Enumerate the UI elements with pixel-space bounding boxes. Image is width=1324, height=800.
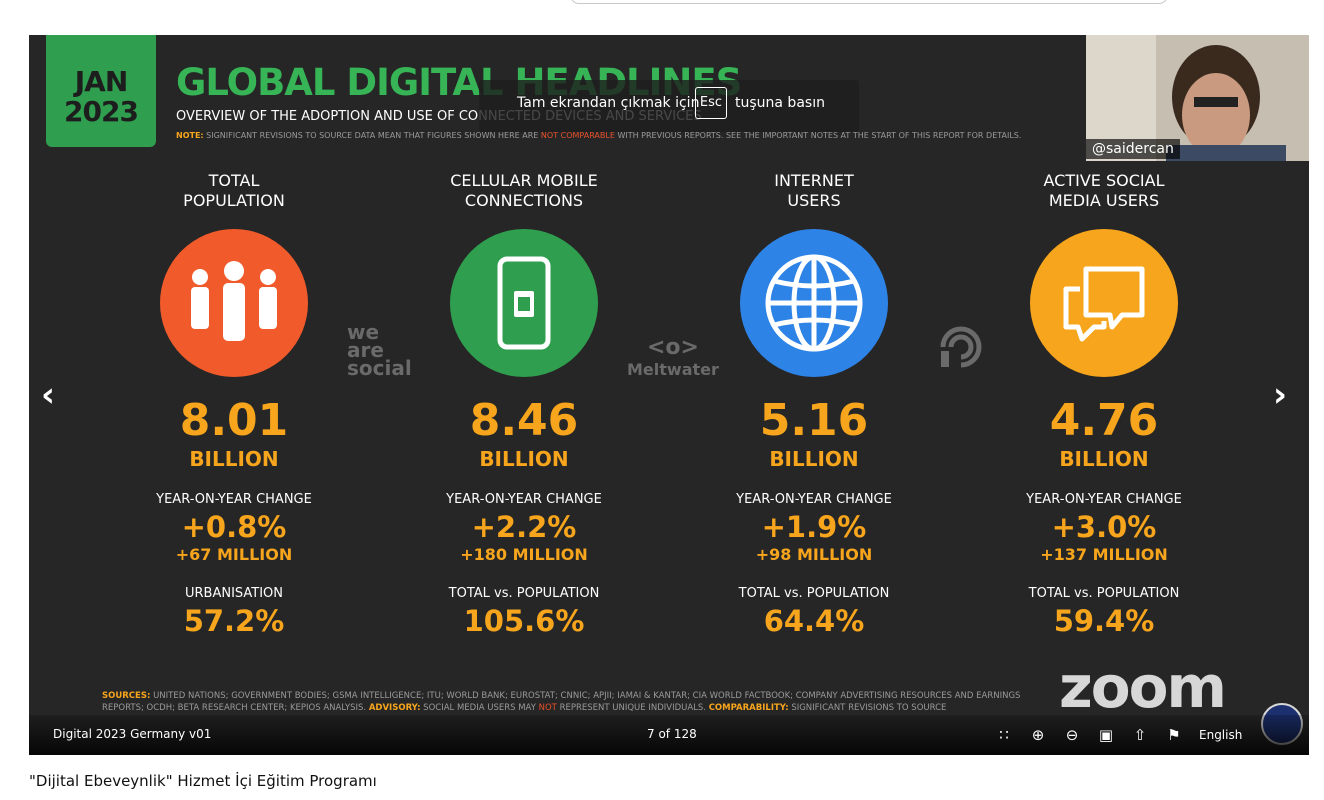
third-value: 57.2% — [183, 604, 285, 638]
page-caption: "Dijital Ebeveynlik" Hizmet İçi Eğitim P… — [29, 772, 377, 790]
yoy-label: YEAR-ON-YEAR CHANGE — [446, 492, 602, 507]
viewer-tools: ∷ ⊕ ⊖ ▣ ⇧ ⚑ — [991, 724, 1195, 746]
flag-icon[interactable]: ⚑ — [1167, 726, 1181, 744]
datareportal-logo-icon — [937, 323, 985, 375]
toast-text-after: tuşuna basın — [735, 95, 825, 111]
stat-label: ACTIVE SOCIAL MEDIA USERS — [1043, 171, 1165, 210]
stat-value: 5.16 — [759, 395, 869, 446]
third-label: TOTAL vs. POPULATION — [448, 586, 600, 601]
yoy-label: YEAR-ON-YEAR CHANGE — [156, 492, 312, 507]
date-badge: JAN 2023 — [46, 35, 156, 147]
third-value: 105.6% — [463, 604, 585, 638]
browser-address-bar[interactable] — [570, 0, 1168, 4]
stat-unit: BILLION — [769, 447, 859, 471]
stat-label: INTERNET USERS — [774, 171, 854, 210]
stat-value: 8.01 — [179, 395, 289, 446]
stat-unit: BILLION — [189, 447, 279, 471]
yoy-absolute: +98 MILLION — [755, 545, 873, 564]
third-value: 64.4% — [763, 604, 865, 638]
people-icon — [160, 229, 308, 377]
stat-column-mobile: CELLULAR MOBILE CONNECTIONS 8.46 BILLION … — [414, 171, 634, 639]
stat-unit: BILLION — [479, 447, 569, 471]
esc-key-badge: Esc — [695, 87, 727, 119]
yoy-percent: +2.2% — [471, 510, 577, 544]
yoy-percent: +0.8% — [181, 510, 287, 544]
participant-name: @saidercan — [1086, 139, 1180, 159]
slide-note: NOTE: SIGNIFICANT REVISIONS TO SOURCE DA… — [176, 131, 1021, 140]
yoy-percent: +3.0% — [1051, 510, 1157, 544]
stat-unit: BILLION — [1059, 447, 1149, 471]
third-label: TOTAL vs. POPULATION — [738, 586, 890, 601]
we-are-social-logo: we are social — [347, 320, 412, 380]
next-slide-arrow-icon[interactable]: › — [1273, 375, 1288, 415]
mobile-sim-icon — [450, 229, 598, 377]
fit-page-icon[interactable]: ▣ — [1098, 726, 1114, 744]
participant-video-tile[interactable]: @saidercan — [1086, 35, 1309, 161]
stat-column-population: TOTAL POPULATION 8.01 BILLION YEAR-ON-YEA… — [124, 171, 344, 639]
yoy-absolute: +180 MILLION — [460, 545, 588, 564]
stat-label: TOTAL POPULATION — [183, 171, 285, 210]
note-text-b: WITH PREVIOUS REPORTS. SEE THE IMPORTANT… — [617, 131, 1022, 140]
meltwater-logo: <o> Meltwater — [627, 335, 719, 379]
fullscreen-exit-toast: Tam ekrandan çıkmak için Esc tuşuna bası… — [479, 80, 859, 132]
third-value: 59.4% — [1053, 604, 1155, 638]
page-indicator: 7 of 128 — [647, 727, 697, 741]
yoy-percent: +1.9% — [761, 510, 867, 544]
toast-text: Tam ekrandan çıkmak için — [517, 95, 700, 111]
third-label: TOTAL vs. POPULATION — [1028, 586, 1180, 601]
previous-slide-arrow-icon[interactable]: ‹ — [41, 375, 56, 415]
date-year: 2023 — [64, 95, 139, 128]
viewer-control-bar: Digital 2023 Germany v01 7 of 128 ∷ ⊕ ⊖ ▣ ⇧ ⚑… — [29, 715, 1309, 755]
grid-icon[interactable]: ∷ — [999, 726, 1009, 744]
date-month: JAN — [74, 65, 129, 98]
yoy-label: YEAR-ON-YEAR CHANGE — [736, 492, 892, 507]
note-highlight: NOT COMPARABLE — [540, 131, 615, 140]
globe-icon — [740, 229, 888, 377]
yoy-absolute: +67 MILLION — [175, 545, 293, 564]
document-title: Digital 2023 Germany v01 — [53, 727, 212, 741]
sources-footnote: SOURCES: UNITED NATIONS; GOVERNMENT BODI… — [102, 691, 1021, 713]
note-label: NOTE: — [176, 131, 204, 140]
yoy-label: YEAR-ON-YEAR CHANGE — [1026, 492, 1182, 507]
zoom-watermark: zoom — [1059, 653, 1227, 721]
stat-column-social: ACTIVE SOCIAL MEDIA USERS 4.76 BILLION YE… — [994, 171, 1214, 639]
stat-column-internet: INTERNET USERS 5.16 BILLION YEAR-ON-YEAR … — [704, 171, 924, 639]
language-selector[interactable]: English — [1199, 728, 1243, 742]
third-label: URBANISATION — [184, 586, 284, 601]
stat-value: 8.46 — [469, 395, 579, 446]
stat-value: 4.76 — [1049, 395, 1159, 446]
zoom-in-icon[interactable]: ⊕ — [1031, 726, 1045, 744]
note-text: SIGNIFICANT REVISIONS TO SOURCE DATA MEA… — [206, 131, 539, 140]
stat-label: CELLULAR MOBILE CONNECTIONS — [450, 171, 598, 210]
zoom-out-icon[interactable]: ⊖ — [1065, 726, 1079, 744]
chat-bubbles-icon — [1030, 229, 1178, 377]
yoy-absolute: +137 MILLION — [1040, 545, 1168, 564]
share-icon[interactable]: ⇧ — [1133, 726, 1147, 744]
